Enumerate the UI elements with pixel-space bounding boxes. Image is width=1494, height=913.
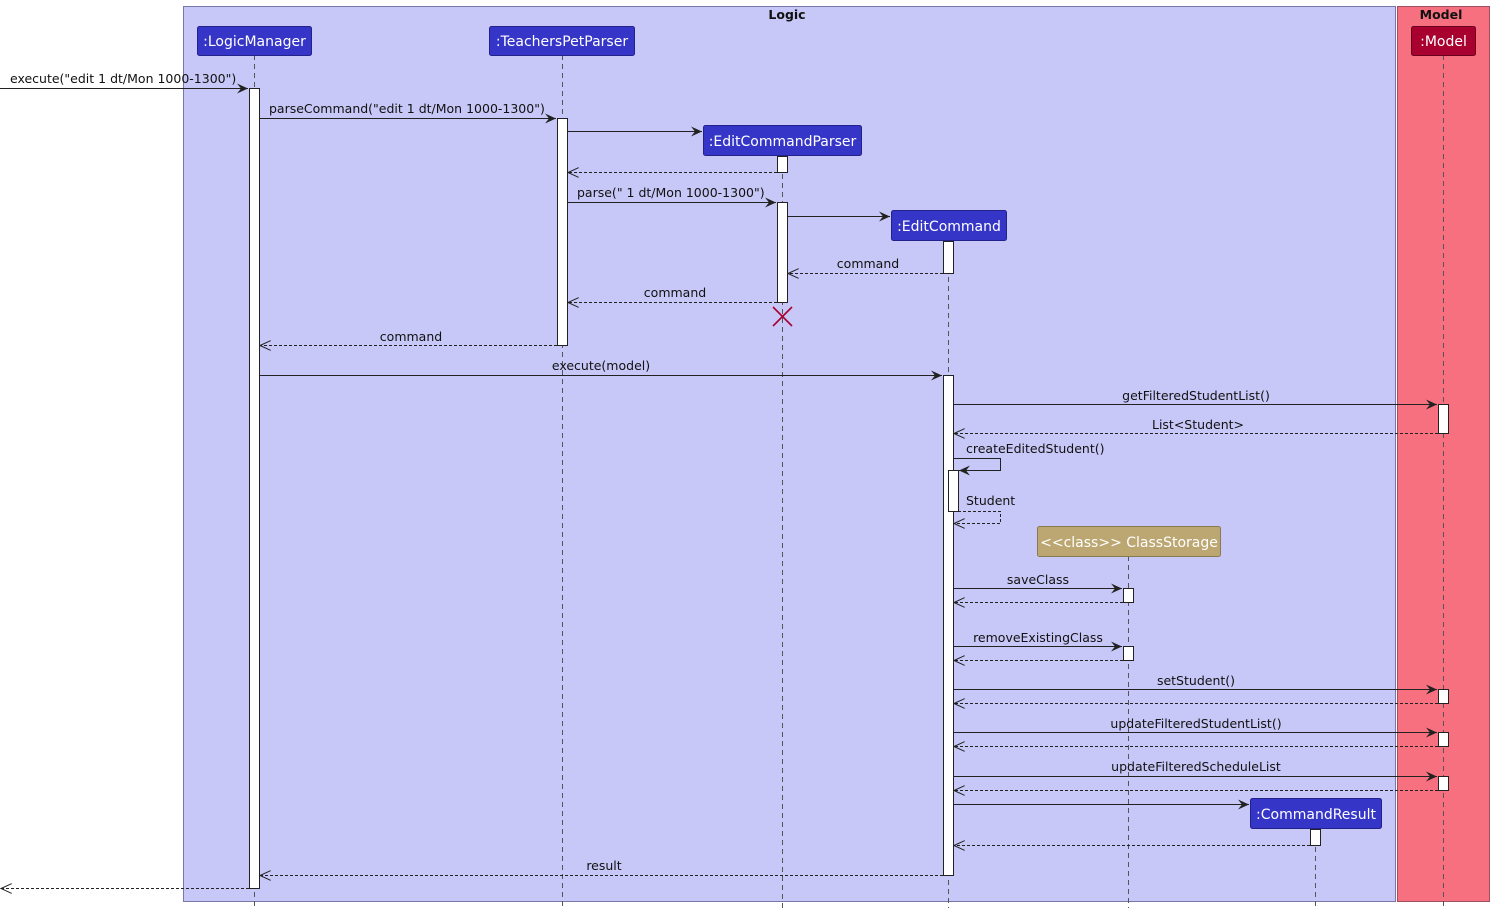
svg-text::CommandResult: :CommandResult — [1256, 807, 1376, 823]
msg-execute-model-label: execute(model) — [552, 358, 650, 373]
msg-save-class-label: saveClass — [1007, 572, 1069, 587]
msg-set-student-label: setStudent() — [1157, 673, 1235, 688]
msg-execute-label: execute("edit 1 dt/Mon 1000-1300") — [10, 71, 236, 86]
msg-student-label: Student — [966, 493, 1015, 508]
msg-parse-label: parse(" 1 dt/Mon 1000-1300") — [577, 185, 765, 200]
participant-class-storage[interactable]: <<class>> ClassStorage — [1037, 526, 1221, 557]
svg-text::EditCommand: :EditCommand — [897, 219, 1001, 235]
msg-return-command-3-label: command — [380, 329, 442, 344]
participant-model[interactable]: :Model — [1411, 26, 1476, 56]
participant-edit-command-parser[interactable]: :EditCommandParser — [703, 125, 862, 156]
messages: execute("edit 1 dt/Mon 1000-1300") parse… — [0, 71, 1438, 889]
svg-text::Model: :Model — [1420, 34, 1467, 50]
destroy-x-icon — [772, 306, 793, 327]
participant-teachers-pet-parser[interactable]: :TeachersPetParser — [489, 26, 635, 56]
activation-bars — [249, 88, 1449, 889]
msg-get-filtered-label: getFilteredStudentList() — [1122, 388, 1270, 403]
msg-update-student-list-label: updateFilteredStudentList() — [1110, 716, 1281, 731]
svg-text::TeachersPetParser: :TeachersPetParser — [496, 34, 628, 50]
model-group-title: Model — [1420, 7, 1463, 22]
msg-result-label: result — [586, 858, 621, 873]
participant-edit-command[interactable]: :EditCommand — [891, 210, 1007, 241]
participant-command-result[interactable]: :CommandResult — [1250, 798, 1382, 829]
msg-update-schedule-list-label: updateFilteredScheduleList — [1111, 759, 1281, 774]
msg-list-student-label: List<Student> — [1152, 417, 1244, 432]
msg-create-edited-label: createEditedStudent() — [966, 441, 1104, 456]
msg-parse-command-label: parseCommand("edit 1 dt/Mon 1000-1300") — [269, 101, 545, 116]
logic-group-title: Logic — [768, 7, 805, 22]
msg-create-edited-arrow — [953, 458, 1001, 476]
svg-text::LogicManager: :LogicManager — [203, 34, 306, 50]
svg-text:<<class>> ClassStorage: <<class>> ClassStorage — [1040, 535, 1218, 551]
msg-student-arrow — [954, 511, 1001, 524]
msg-return-command-2-label: command — [644, 285, 706, 300]
participant-logic-manager[interactable]: :LogicManager — [197, 26, 312, 56]
svg-text::EditCommandParser: :EditCommandParser — [709, 134, 857, 150]
msg-return-command-1-label: command — [837, 256, 899, 271]
msg-remove-existing-label: removeExistingClass — [973, 630, 1103, 645]
